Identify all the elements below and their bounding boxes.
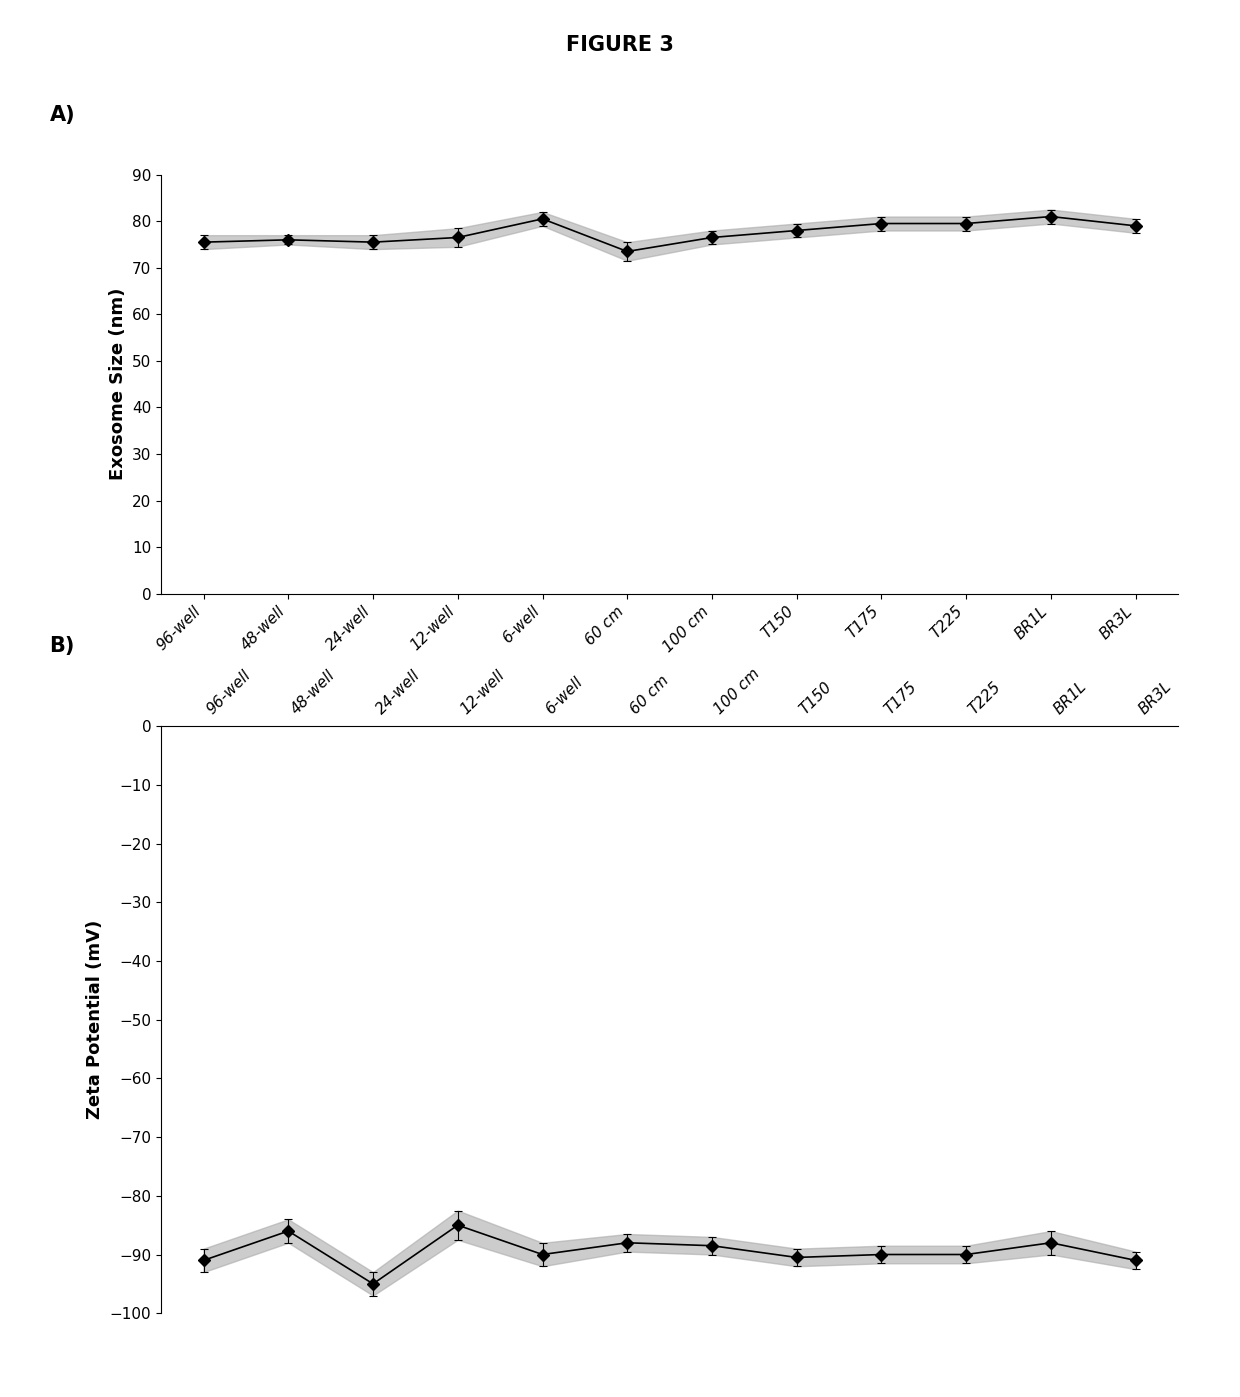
Text: A): A): [50, 105, 76, 124]
Y-axis label: Exosome Size (nm): Exosome Size (nm): [109, 288, 126, 481]
Text: B): B): [50, 636, 74, 655]
Y-axis label: Zeta Potential (mV): Zeta Potential (mV): [87, 921, 104, 1119]
Text: FIGURE 3: FIGURE 3: [567, 35, 673, 54]
